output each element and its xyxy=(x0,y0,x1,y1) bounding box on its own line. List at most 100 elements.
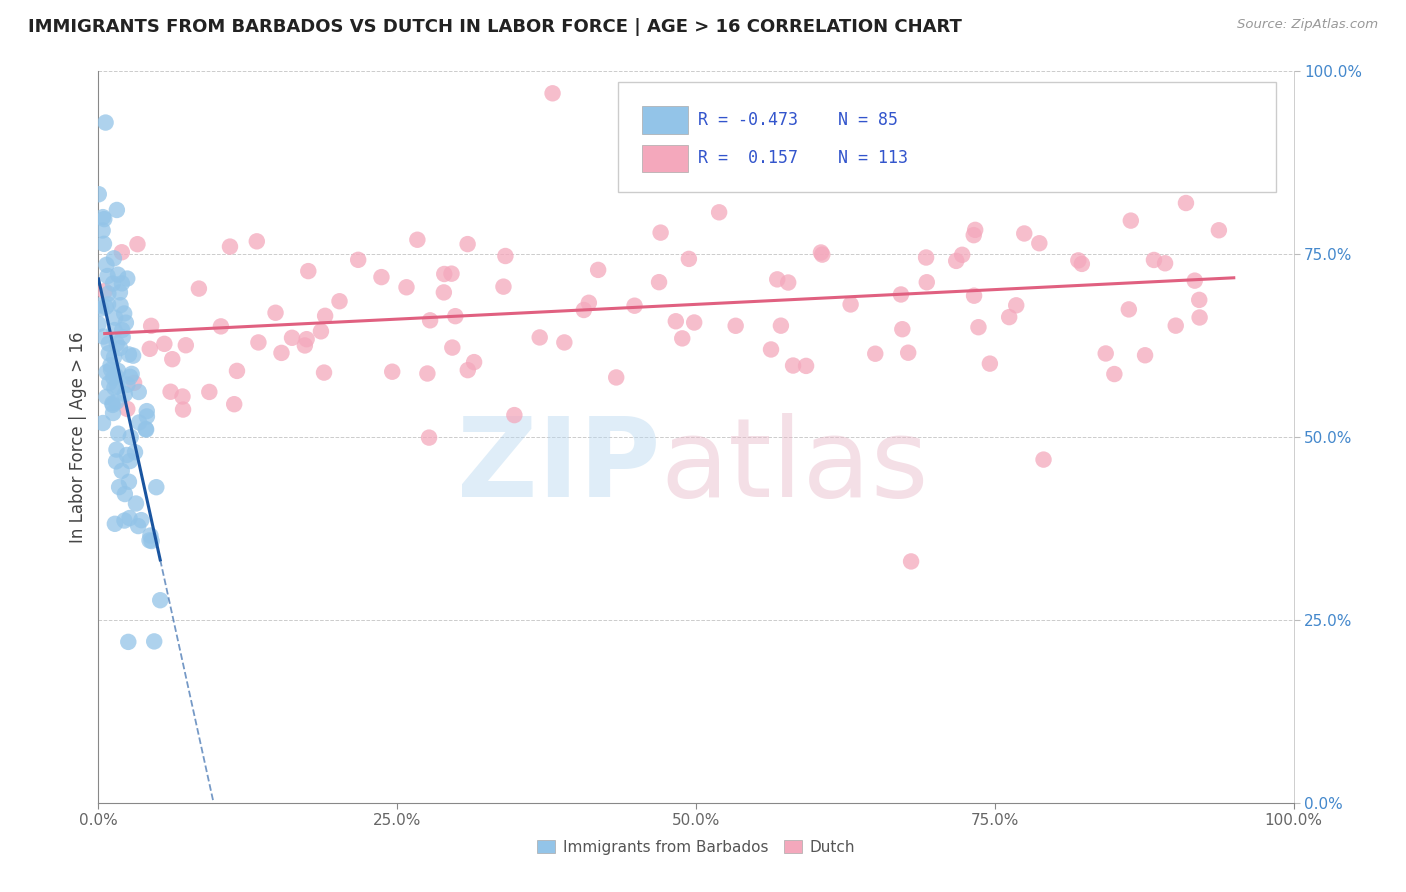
Point xyxy=(811,247,834,261)
Point xyxy=(457,237,479,252)
FancyBboxPatch shape xyxy=(619,82,1275,192)
Point xyxy=(96,390,118,404)
Point xyxy=(101,277,124,291)
Point xyxy=(678,252,700,266)
Point xyxy=(370,270,392,285)
Point xyxy=(145,480,167,494)
Point xyxy=(121,367,143,381)
Point xyxy=(1067,253,1090,268)
Point xyxy=(529,330,551,344)
Point xyxy=(103,323,125,337)
Point xyxy=(174,338,197,352)
Point xyxy=(104,368,127,383)
Point xyxy=(139,528,162,542)
Point xyxy=(1118,302,1140,317)
Point xyxy=(117,635,139,649)
Point xyxy=(114,487,136,501)
Point xyxy=(125,496,148,510)
Point xyxy=(703,157,725,171)
Y-axis label: In Labor Force | Age > 16: In Labor Force | Age > 16 xyxy=(69,331,87,543)
Point xyxy=(96,365,118,379)
Point xyxy=(264,306,287,320)
Point xyxy=(707,205,730,219)
Point xyxy=(1188,310,1211,325)
Point xyxy=(1119,213,1142,227)
Point xyxy=(108,341,131,355)
Point xyxy=(441,341,464,355)
Point xyxy=(1094,346,1116,360)
Point xyxy=(270,346,292,360)
Point xyxy=(112,306,135,320)
Point xyxy=(219,239,242,253)
Point xyxy=(553,335,575,350)
Point xyxy=(118,475,141,489)
Point xyxy=(91,223,114,237)
Point xyxy=(900,554,922,568)
Point xyxy=(105,395,128,409)
Point xyxy=(309,324,332,338)
Point xyxy=(97,297,120,311)
Point xyxy=(759,343,782,357)
Point xyxy=(839,297,862,311)
Point xyxy=(100,358,122,372)
Point xyxy=(891,322,914,336)
Point xyxy=(111,245,134,260)
Point xyxy=(105,454,128,468)
Point xyxy=(87,317,110,331)
Point xyxy=(623,299,645,313)
Point xyxy=(162,352,184,367)
Point xyxy=(93,212,115,227)
Point xyxy=(492,279,515,293)
Point xyxy=(683,316,706,330)
Point xyxy=(159,384,181,399)
Point xyxy=(117,377,139,392)
Point xyxy=(117,401,139,416)
Point xyxy=(127,237,149,252)
Point xyxy=(724,318,747,333)
Point xyxy=(769,318,792,333)
Point xyxy=(124,445,146,459)
Point xyxy=(247,335,270,350)
Point xyxy=(572,303,595,318)
Point xyxy=(103,252,125,266)
Point xyxy=(122,376,145,390)
Point xyxy=(294,338,316,352)
Point xyxy=(91,416,114,430)
Point xyxy=(103,370,125,384)
Point xyxy=(104,310,127,325)
Point xyxy=(681,145,703,160)
Point xyxy=(135,404,157,418)
Point xyxy=(105,336,128,351)
Point xyxy=(96,268,118,283)
Legend: Immigrants from Barbados, Dutch: Immigrants from Barbados, Dutch xyxy=(530,834,862,861)
Point xyxy=(101,396,124,410)
Point xyxy=(94,115,117,129)
Point xyxy=(457,363,479,377)
Point xyxy=(312,366,335,380)
Point xyxy=(1154,256,1177,270)
Point xyxy=(967,320,990,334)
Point xyxy=(963,288,986,302)
Point xyxy=(114,387,136,401)
Point xyxy=(96,258,118,272)
Point xyxy=(963,228,986,243)
Point xyxy=(118,454,141,468)
Point xyxy=(141,534,163,549)
Point xyxy=(153,336,176,351)
Point xyxy=(503,408,526,422)
Point xyxy=(897,345,920,359)
Point xyxy=(295,332,318,346)
Point xyxy=(950,248,973,262)
Point xyxy=(433,267,456,281)
Point xyxy=(104,516,127,531)
Point xyxy=(1164,318,1187,333)
Point xyxy=(810,245,832,260)
Point xyxy=(605,370,627,384)
Point xyxy=(648,275,671,289)
Point xyxy=(782,359,804,373)
Point xyxy=(111,323,134,337)
Point xyxy=(100,362,122,376)
Text: ZIP: ZIP xyxy=(457,413,661,520)
Point xyxy=(98,376,121,390)
Point xyxy=(139,342,162,356)
